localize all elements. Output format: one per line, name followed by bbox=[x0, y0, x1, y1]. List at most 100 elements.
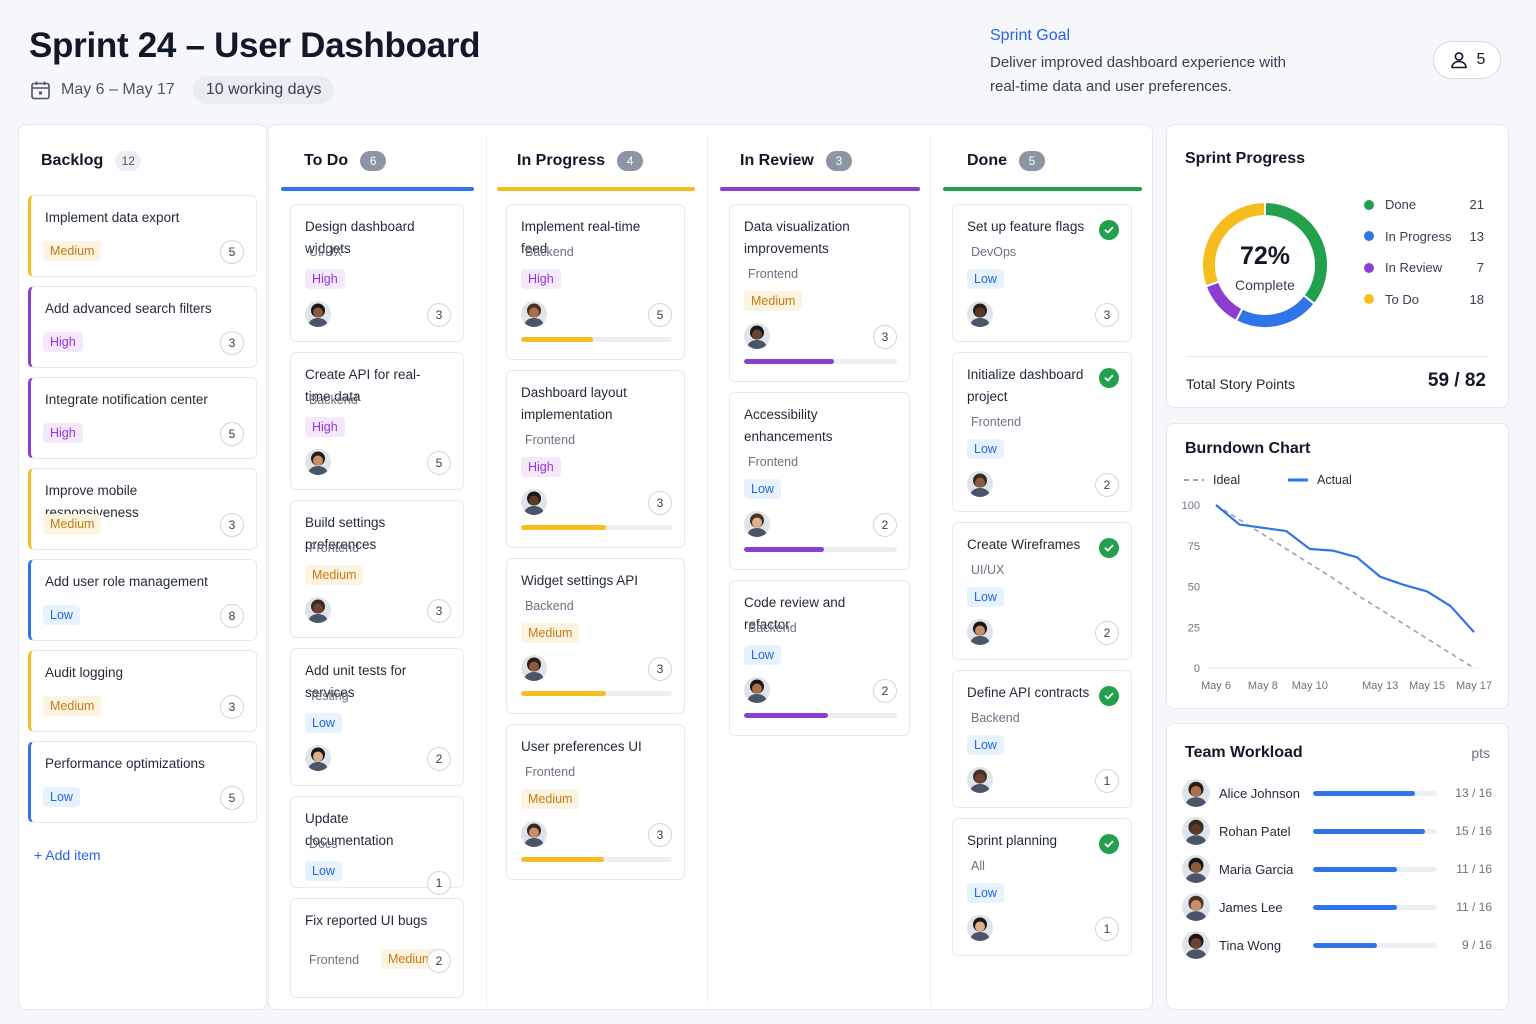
priority-badge: Medium bbox=[43, 514, 102, 534]
page-header: Sprint 24 – User Dashboard May 6 – May 1… bbox=[0, 0, 1536, 120]
task-title: Design dashboard widgets bbox=[305, 219, 415, 256]
task-title: Accessibility enhancements bbox=[744, 407, 833, 444]
task-card[interactable]: Accessibility enhancements Frontend Low 2 bbox=[729, 392, 910, 570]
priority-badge: Medium bbox=[43, 696, 102, 716]
task-title: Implement real-time feed bbox=[521, 219, 641, 256]
task-card[interactable]: Implement data export Medium 5 bbox=[28, 195, 257, 277]
legend-label: In Progress bbox=[1385, 228, 1452, 244]
task-card[interactable]: Performance optimizations Low 5 bbox=[28, 741, 257, 823]
y-tick-label: 75 bbox=[1188, 541, 1200, 553]
task-title: Set up feature flags bbox=[967, 219, 1085, 234]
priority-badge: Medium bbox=[744, 291, 803, 311]
x-tick-label: May 10 bbox=[1292, 680, 1328, 692]
task-title: Create Wireframes bbox=[967, 537, 1081, 552]
column-header-backlog[interactable]: Backlog 12 bbox=[41, 151, 142, 171]
task-category: Frontend bbox=[309, 953, 360, 967]
task-card[interactable]: Audit logging Medium 3 bbox=[28, 650, 257, 732]
avatar bbox=[967, 471, 993, 497]
task-card[interactable]: Add user role management Low 8 bbox=[28, 559, 257, 641]
task-title: Audit logging bbox=[45, 665, 124, 680]
total-story-points-value: 59 / 82 bbox=[1427, 370, 1486, 391]
story-points: 3 bbox=[427, 303, 451, 327]
column-divider bbox=[930, 136, 931, 1006]
add-item-button[interactable]: + Add item bbox=[34, 847, 101, 863]
story-points: 2 bbox=[873, 513, 897, 537]
members-button[interactable]: 5 bbox=[1433, 41, 1501, 79]
column-count-badge: 3 bbox=[825, 151, 852, 171]
task-title: Dashboard layout implementation bbox=[521, 385, 627, 422]
legend-label: In Review bbox=[1385, 260, 1443, 275]
column-header-in-progress[interactable]: In Progress 4 bbox=[517, 151, 644, 171]
avatar bbox=[1182, 931, 1210, 959]
member-name: James Lee bbox=[1219, 899, 1283, 915]
column-header-done[interactable]: Done 5 bbox=[967, 151, 1045, 171]
done-check-icon bbox=[1099, 686, 1119, 706]
legend-value: 7 bbox=[1476, 260, 1484, 275]
task-card[interactable]: Set up feature flags DevOps Low 3 bbox=[952, 204, 1132, 342]
story-points: 3 bbox=[648, 823, 672, 847]
avatar bbox=[967, 767, 993, 793]
y-tick-label: 50 bbox=[1188, 582, 1200, 594]
task-card[interactable]: Design dashboard widgets UI/UX High 3 bbox=[290, 204, 464, 342]
task-card[interactable]: Implement real-time feed Backend High 5 bbox=[506, 204, 685, 360]
task-card[interactable]: Initialize dashboard project Frontend Low 2 bbox=[952, 352, 1132, 512]
task-card[interactable]: Add unit tests for services Testing Low 2 bbox=[290, 648, 464, 786]
task-card[interactable]: Sprint planning All Low 1 bbox=[952, 818, 1132, 956]
legend-dot bbox=[1364, 231, 1374, 241]
task-category: Backend bbox=[971, 711, 1020, 725]
priority-badge: High bbox=[521, 457, 561, 477]
priority-badge: Medium bbox=[521, 623, 580, 643]
task-category: UI/UX bbox=[309, 245, 343, 259]
legend-dot bbox=[1364, 262, 1374, 273]
column-title: Done bbox=[967, 152, 1007, 169]
legend-item: To Do 18 bbox=[1364, 292, 1484, 307]
column-header-to-do[interactable]: To Do 6 bbox=[304, 151, 387, 171]
working-days-badge: 10 working days bbox=[192, 76, 335, 104]
task-card[interactable]: Dashboard layout implementation Frontend H… bbox=[506, 370, 685, 548]
divider bbox=[1186, 356, 1489, 357]
task-category: Docs bbox=[309, 837, 338, 851]
column-divider bbox=[486, 136, 487, 1006]
task-card[interactable]: Add advanced search filters High 3 bbox=[28, 286, 257, 368]
task-card[interactable]: Create Wireframes UI/UX Low 2 bbox=[952, 522, 1132, 660]
done-check-icon bbox=[1099, 220, 1119, 240]
task-card[interactable]: User preferences UI Frontend Medium 3 bbox=[506, 724, 685, 880]
workload-unit: pts bbox=[1471, 745, 1490, 761]
story-points: 3 bbox=[220, 695, 244, 719]
avatar bbox=[1182, 779, 1210, 807]
x-tick-label: May 6 bbox=[1201, 680, 1231, 692]
column-count-badge: 6 bbox=[360, 151, 387, 171]
task-card[interactable]: Define API contracts Backend Low 1 bbox=[952, 670, 1132, 808]
column-color-bar bbox=[720, 187, 920, 191]
task-card[interactable]: Integrate notification center High 5 bbox=[28, 377, 257, 459]
sprint-dates: May 6 – May 17 10 working days bbox=[30, 76, 335, 104]
task-title: User preferences UI bbox=[521, 739, 642, 754]
donut-slice-to-do bbox=[1201, 200, 1266, 288]
team-workload-title: Team Workload bbox=[1185, 744, 1303, 761]
column-header-in-review[interactable]: In Review 3 bbox=[740, 151, 852, 171]
task-card[interactable]: Create API for real-time data Backend High… bbox=[290, 352, 464, 490]
workload-row: Alice Johnson 13 / 16 bbox=[1182, 778, 1492, 808]
sprint-goal-text: Deliver improved dashboard experience wi… bbox=[990, 54, 1286, 95]
task-card[interactable]: Code review and refactor Backend Low 2 bbox=[729, 580, 910, 736]
task-card[interactable]: Update documentation Docs Low 1 bbox=[290, 796, 464, 895]
task-category: Backend bbox=[525, 245, 574, 259]
task-card[interactable]: Widget settings API Backend Medium 3 bbox=[506, 558, 685, 714]
priority-badge: High bbox=[43, 423, 83, 443]
priority-badge: Medium bbox=[521, 789, 580, 809]
member-name: Rohan Patel bbox=[1219, 823, 1291, 839]
avatar bbox=[305, 301, 331, 327]
workload-fill bbox=[1313, 828, 1425, 834]
story-points: 1 bbox=[1095, 769, 1119, 793]
avatar bbox=[744, 323, 770, 349]
avatar bbox=[1182, 817, 1210, 845]
story-points: 2 bbox=[427, 747, 451, 771]
task-title: Implement data export bbox=[45, 210, 180, 225]
task-category: DevOps bbox=[971, 245, 1017, 259]
task-card[interactable]: Fix reported UI bugs Frontend Medium 2 bbox=[290, 898, 464, 998]
task-card[interactable]: Build settings preferences Frontend Medium… bbox=[290, 500, 464, 638]
workload-row: James Lee 11 / 16 bbox=[1182, 892, 1492, 922]
task-card[interactable]: Data visualization improvements Frontend M… bbox=[729, 204, 910, 382]
member-name: Maria Garcia bbox=[1219, 861, 1294, 877]
task-card[interactable]: Improve mobile responsiveness Medium 3 bbox=[28, 468, 257, 550]
